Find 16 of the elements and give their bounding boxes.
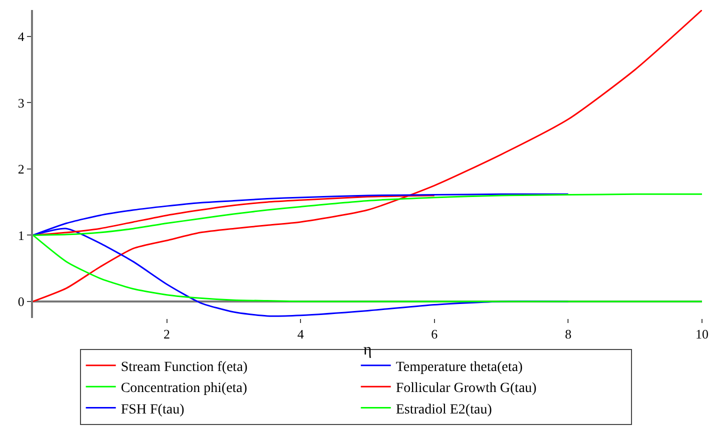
legend-label: FSH F(tau): [120, 402, 185, 418]
y-tick-label: 4: [18, 29, 25, 44]
x-tick-label: 4: [297, 326, 304, 342]
legend-label: Temperature theta(eta): [396, 360, 524, 375]
y-tick-label: 3: [18, 95, 24, 110]
legend-label: Follicular Growth G(tau): [396, 381, 537, 396]
y-tick-label: 0: [18, 294, 24, 309]
y-tick-label: 1: [18, 228, 24, 243]
legend-label: Stream Function f(eta): [120, 360, 248, 375]
x-tick-label: 2: [164, 326, 170, 342]
x-tick-label: 10: [696, 326, 708, 342]
legend-label: Concentration phi(eta): [120, 381, 248, 396]
y-tick-label: 2: [18, 162, 24, 177]
x-tick-label: 6: [431, 326, 438, 342]
legend-label: Estradiol E2(tau): [396, 402, 492, 418]
x-tick-label: 8: [564, 326, 572, 342]
